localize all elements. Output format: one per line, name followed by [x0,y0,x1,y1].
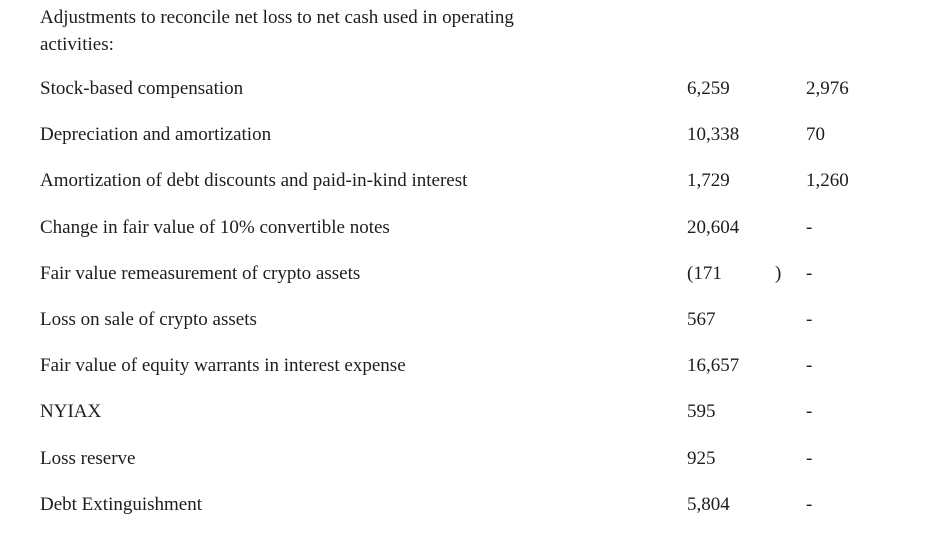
section-header-line-1: Adjustments to reconcile net loss to net… [40,7,514,28]
value-col2: - [806,447,813,469]
value-col1: 6,259 [687,78,730,99]
value-col2: - [806,216,813,238]
value-col2: - [806,262,813,284]
row-label: Change in fair value of 10% convertible … [40,216,390,238]
value-col1: 1,729 [687,170,730,192]
row-label: Loss on sale of crypto assets [40,308,257,330]
value-col1: 20,604 [687,216,740,238]
table-row-nyiax: NYIAX 595 - [40,401,950,447]
table-row-fair-value-remeasurement-crypto: Fair value remeasurement of crypto asset… [40,263,950,309]
row-label: Amortization of debt discounts and paid-… [40,170,468,192]
row-label: Stock-based compensation [40,78,244,99]
value-col2: - [806,401,813,423]
table-row-loss-reserve: Loss reserve 925 - [40,448,950,494]
value-col1: 16,657 [687,355,740,377]
table-row-loss-on-sale-crypto: Loss on sale of crypto assets 567 - [40,309,950,355]
row-label: Loss reserve [40,447,136,469]
value-col1: 10,338 [687,124,740,146]
value-col1: 5,804 [687,493,730,515]
value-col1: 925 [687,447,716,469]
value-col1: (171 [687,262,722,284]
table-row-amortization-debt-discounts: Amortization of debt discounts and paid-… [40,170,950,216]
table-row-debt-extinguishment: Debt Extinguishment 5,804 - [40,494,950,540]
value-col1: 567 [687,308,716,330]
value-col1: 595 [687,401,716,423]
row-label: Fair value of equity warrants in interes… [40,355,406,377]
table-row-fair-value-equity-warrants: Fair value of equity warrants in interes… [40,355,950,401]
table-row-stock-based-compensation: Stock-based compensation 6,259 2,976 [40,78,950,124]
row-label: Depreciation and amortization [40,124,272,146]
value-col2: - [806,355,813,377]
table-row-depreciation-amortization: Depreciation and amortization 10,338 70 [40,124,950,170]
value-col2: 70 [806,124,825,146]
row-label: Debt Extinguishment [40,493,203,515]
adjustments-table: Stock-based compensation 6,259 2,976 Dep… [40,78,950,540]
value-col2: - [806,308,813,330]
value-col2: - [806,493,813,515]
section-header: Adjustments to reconcile net loss to net… [40,5,514,58]
row-label: Fair value remeasurement of crypto asset… [40,262,361,284]
paren-col1: ) [775,262,782,284]
section-header-line-2: activities: [40,33,114,55]
row-label: NYIAX [40,401,102,423]
table-row-change-fair-value-convertible-notes: Change in fair value of 10% convertible … [40,217,950,263]
value-col2: 2,976 [806,78,849,99]
value-col2: 1,260 [806,170,849,192]
